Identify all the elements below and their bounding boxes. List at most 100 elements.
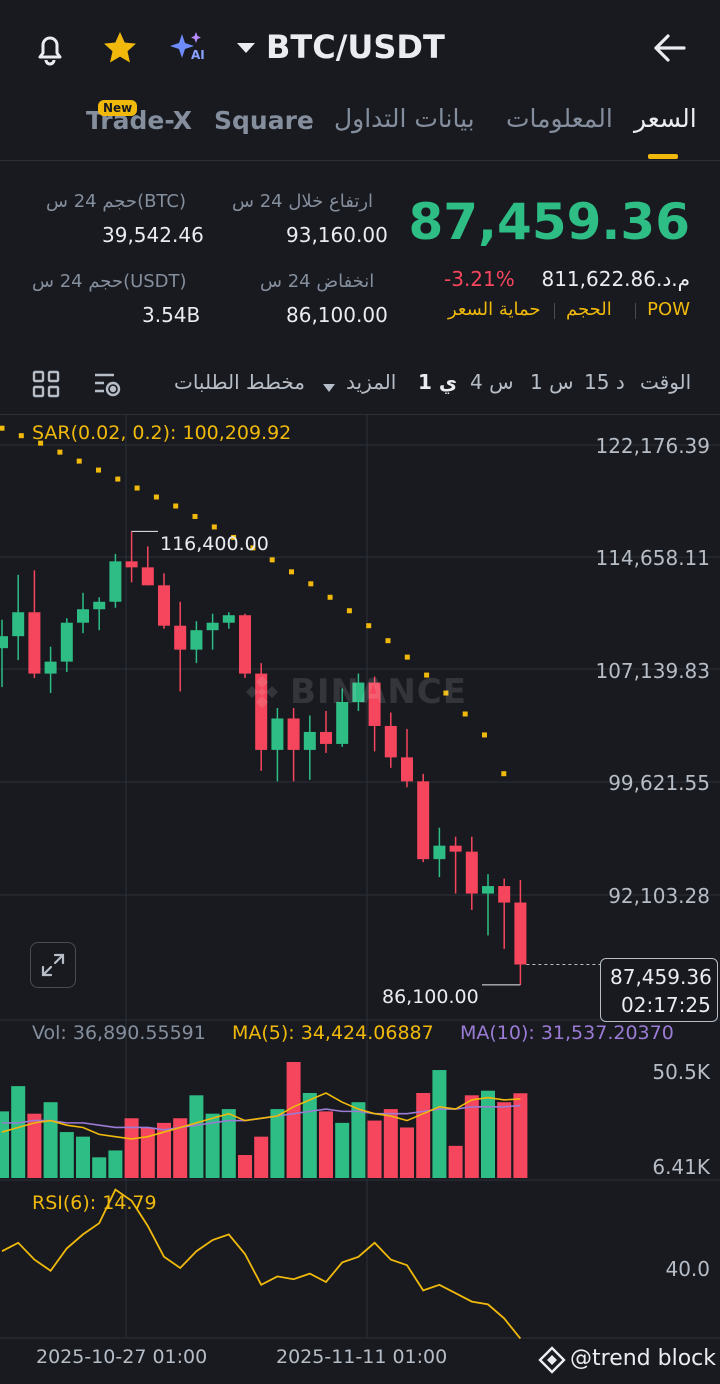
grid-layout-icon[interactable] bbox=[32, 370, 60, 398]
binance-logo-icon bbox=[244, 674, 280, 710]
sar-dot bbox=[96, 467, 101, 473]
timeframe-toolbar bbox=[0, 350, 720, 414]
candle-body bbox=[368, 682, 381, 726]
price-axis-tick: 114,658.11 bbox=[595, 546, 710, 570]
rsi-label: RSI(6): 14.79 bbox=[32, 1192, 157, 1214]
volume-bar bbox=[43, 1102, 58, 1178]
volume-bar bbox=[157, 1122, 171, 1178]
volume-bar bbox=[238, 1155, 252, 1178]
tab-square[interactable]: Square bbox=[214, 106, 314, 135]
volume-bar bbox=[124, 1118, 139, 1178]
candle-body bbox=[320, 731, 332, 744]
volume-bar bbox=[27, 1113, 42, 1178]
vol-usdt-value: 3.54B bbox=[142, 303, 201, 327]
candle-body bbox=[77, 609, 89, 623]
bell-icon[interactable] bbox=[30, 28, 70, 68]
volume-bar bbox=[140, 1127, 155, 1178]
volume-bar bbox=[76, 1136, 90, 1178]
volume-bar bbox=[108, 1150, 123, 1178]
sar-dot bbox=[346, 608, 352, 614]
tab-bar: Trade-X New Square بيانات التداول المعلو… bbox=[0, 96, 720, 160]
tab-info[interactable]: المعلومات bbox=[506, 104, 613, 133]
watermark-text: BINANCE bbox=[290, 672, 467, 712]
volume-bar bbox=[221, 1109, 236, 1178]
low-marker-label: 86,100.00 bbox=[382, 986, 479, 1008]
more-dropdown-arrow-icon[interactable] bbox=[322, 374, 336, 398]
volume-bar bbox=[416, 1093, 431, 1178]
candle-body bbox=[28, 612, 41, 674]
volume-bar bbox=[173, 1118, 188, 1178]
diamond-logo-icon bbox=[538, 1346, 566, 1374]
new-badge: New bbox=[98, 100, 138, 116]
candle-body bbox=[109, 561, 122, 602]
tag-pow[interactable]: POW bbox=[647, 299, 690, 320]
candle-body bbox=[352, 682, 365, 703]
favorite-star-icon[interactable] bbox=[100, 28, 140, 68]
volume-bar bbox=[205, 1113, 220, 1178]
sar-dot bbox=[327, 594, 333, 600]
candle-body bbox=[303, 731, 316, 750]
sar-dot bbox=[76, 458, 82, 464]
time-axis-tick: 2025-11-11 01:00 bbox=[276, 1346, 448, 1368]
candlestick-chart[interactable] bbox=[0, 414, 720, 1378]
time-axis-tick: 2025-10-27 01:00 bbox=[36, 1346, 208, 1368]
sar-dot bbox=[115, 476, 121, 482]
tag-price-protection[interactable]: حماية السعر bbox=[448, 299, 541, 320]
timeframe-1d[interactable]: 1 ي bbox=[418, 370, 458, 394]
volume-label: Vol: 36,890.55591 bbox=[32, 1022, 206, 1044]
depth-chart-button[interactable]: مخطط الطلبات bbox=[174, 370, 306, 394]
high-24h-label: ارتفاع خلال 24 س bbox=[232, 191, 374, 212]
candle-body bbox=[465, 851, 478, 894]
chevron-down-icon[interactable] bbox=[236, 40, 256, 54]
tag-volume[interactable]: الحجم bbox=[566, 299, 612, 320]
sar-dot bbox=[231, 534, 237, 540]
high-24h-value: 93,160.00 bbox=[286, 223, 388, 247]
volume-bar bbox=[302, 1093, 317, 1178]
volume-bar bbox=[497, 1102, 512, 1178]
pair-title[interactable]: BTC/USDT bbox=[266, 28, 445, 66]
candle-body bbox=[44, 661, 57, 674]
candle-body bbox=[222, 615, 235, 623]
volume-bar bbox=[432, 1070, 447, 1178]
ai-assistant-icon[interactable]: AI bbox=[168, 28, 212, 68]
timeframe-4h[interactable]: 4 س bbox=[470, 370, 514, 394]
price-axis-tick: 107,139.83 bbox=[595, 659, 710, 683]
sar-dot bbox=[0, 425, 5, 431]
divider bbox=[0, 160, 720, 161]
price-axis-tick: 99,621.55 bbox=[608, 771, 710, 795]
chart-settings-icon[interactable] bbox=[92, 368, 124, 400]
last-price: 87,459.36 bbox=[408, 193, 690, 251]
tab-trading-data[interactable]: بيانات التداول bbox=[334, 104, 475, 133]
volume-bar bbox=[189, 1095, 204, 1178]
low-24h-label: انخفاض 24 س bbox=[260, 271, 375, 292]
candle-body bbox=[141, 567, 154, 586]
volume-bar bbox=[59, 1132, 74, 1178]
tab-price[interactable]: السعر bbox=[634, 104, 697, 133]
ma10-label: MA(10): 31,537.20370 bbox=[460, 1022, 674, 1044]
fullscreen-button[interactable] bbox=[30, 942, 76, 988]
low-24h-value: 86,100.00 bbox=[286, 303, 388, 327]
candle-body bbox=[336, 702, 349, 744]
rsi-axis-tick: 40.0 bbox=[665, 1257, 710, 1281]
sar-dot bbox=[308, 581, 314, 587]
price-change: -3.21% bbox=[444, 267, 515, 291]
back-arrow-icon[interactable] bbox=[650, 30, 690, 66]
sar-dot bbox=[424, 672, 430, 678]
current-price-label: 87,459.36 bbox=[610, 965, 712, 989]
timeframe-15m[interactable]: 15 د bbox=[584, 370, 625, 394]
sar-dot bbox=[501, 771, 507, 777]
more-button[interactable]: المزيد bbox=[346, 370, 397, 394]
candle-body bbox=[190, 630, 203, 650]
timeframe-1h[interactable]: 1 س bbox=[530, 370, 574, 394]
ma5-line bbox=[1, 1092, 521, 1140]
time-label[interactable]: الوقت bbox=[640, 370, 692, 394]
fiat-price: م.د.811,622.86 bbox=[541, 267, 690, 291]
candle-body bbox=[482, 886, 494, 894]
volume-axis-top: 50.5K bbox=[652, 1060, 710, 1084]
volume-bar bbox=[319, 1111, 333, 1178]
candle-body bbox=[449, 845, 462, 852]
volume-bar bbox=[448, 1145, 463, 1178]
candle-body bbox=[0, 636, 8, 649]
volume-bar bbox=[513, 1093, 528, 1178]
sar-dot bbox=[250, 545, 256, 551]
